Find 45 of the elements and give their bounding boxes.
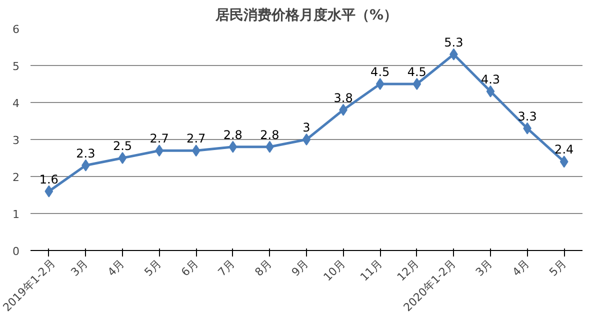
data-label: 2.3 bbox=[76, 146, 96, 160]
data-label: 4.3 bbox=[480, 72, 500, 86]
data-label: 3 bbox=[302, 120, 310, 134]
chart-title: 居民消费价格月度水平（%） bbox=[214, 6, 398, 24]
x-tick-label: 10月 bbox=[321, 256, 348, 284]
x-tick-label: 4月 bbox=[510, 256, 532, 279]
data-label: 2.8 bbox=[223, 128, 242, 142]
data-label: 2.7 bbox=[186, 132, 206, 146]
point bbox=[192, 144, 200, 157]
data-label: 5.3 bbox=[444, 35, 464, 50]
data-label: 3.3 bbox=[518, 109, 537, 124]
data-label: 2.7 bbox=[150, 132, 169, 146]
y-tick-label: 1 bbox=[12, 208, 20, 221]
x-tick-label: 3月 bbox=[68, 256, 90, 279]
data-label: 4.5 bbox=[370, 65, 390, 79]
x-tick-label: 12月 bbox=[394, 256, 422, 284]
y-tick-label: 5 bbox=[12, 60, 20, 73]
x-tick-label: 4月 bbox=[105, 256, 128, 279]
point bbox=[560, 156, 568, 168]
data-label: 3.8 bbox=[334, 90, 353, 105]
data-label: 4.5 bbox=[407, 65, 426, 79]
x-tick-label: 5月 bbox=[142, 256, 164, 279]
data-label: 2.4 bbox=[554, 142, 574, 157]
x-tick-label: 8月 bbox=[252, 256, 274, 279]
y-tick-label: 3 bbox=[12, 134, 20, 147]
data-label: 1.6 bbox=[39, 172, 58, 186]
x-tick-label: 11月 bbox=[358, 256, 385, 284]
y-tick-label: 2 bbox=[12, 171, 20, 184]
point bbox=[44, 185, 54, 198]
data-label: 2.5 bbox=[112, 139, 132, 153]
point bbox=[412, 78, 422, 90]
x-tick-label: 7月 bbox=[216, 256, 238, 279]
x-tick-label: 9月 bbox=[289, 256, 312, 279]
x-tick-label: 5月 bbox=[546, 256, 569, 279]
y-tick-label: 6 bbox=[12, 23, 20, 36]
point bbox=[118, 152, 127, 164]
point bbox=[486, 85, 495, 98]
point bbox=[302, 134, 311, 146]
point bbox=[228, 140, 238, 153]
y-tick-label: 0 bbox=[12, 245, 20, 258]
x-tick-label: 3月 bbox=[473, 256, 496, 279]
point bbox=[376, 78, 384, 90]
y-tick-label: 4 bbox=[12, 97, 20, 110]
data-label: 2.8 bbox=[260, 128, 280, 142]
x-tick-label: 6月 bbox=[178, 256, 201, 279]
